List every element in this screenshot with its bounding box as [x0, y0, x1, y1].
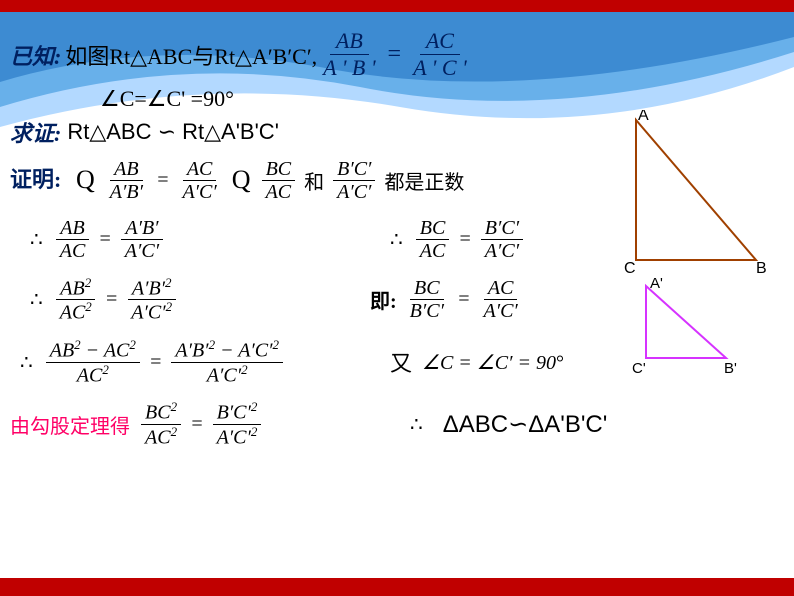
therefore-icon: ∴	[30, 287, 43, 312]
therefore-icon: ∴	[390, 227, 403, 252]
triangle-abc-prime: A' C' B'	[616, 278, 776, 378]
vertex-c-prime: C'	[632, 360, 646, 377]
proof-label: 证明:	[10, 169, 68, 191]
q-symbol1: Q	[76, 165, 95, 195]
triangles-diagram: A C B A' C' B'	[616, 110, 776, 383]
therefore-icon: ∴	[410, 412, 423, 437]
given-label: 已知:	[10, 39, 61, 71]
proof-row5: 由勾股定理得 BC2AC2 = B′C′2A′C′2 ∴ ΔABC∽ΔA'B'C…	[10, 400, 784, 448]
angle-text: ∠C = ∠C′ = 90°	[422, 350, 564, 375]
given-frac1: AB A ' B '	[317, 28, 381, 82]
vertex-b-prime: B'	[724, 360, 737, 377]
vertex-a: A	[638, 110, 649, 124]
pythagoras-label: 由勾股定理得	[10, 410, 130, 439]
prove-text: Rt△ABC ∽ Rt△A'B'C'	[67, 119, 279, 145]
therefore-icon: ∴	[30, 227, 43, 252]
red-bar-top	[0, 0, 794, 12]
given-text1: 如图Rt△ABC与Rt△A′B′C′,	[65, 39, 317, 71]
vertex-b: B	[756, 260, 767, 275]
frac: ABA′B′	[106, 158, 147, 203]
vertex-a-prime: A'	[650, 278, 663, 292]
therefore-icon: ∴	[20, 350, 33, 375]
triangle-abc: A C B	[616, 110, 776, 275]
red-bar-bottom	[0, 578, 794, 596]
conclusion: ΔABC∽ΔA'B'C'	[443, 410, 608, 439]
frac: ACA′C′	[178, 158, 220, 203]
given-frac2: AC A ' C '	[407, 28, 473, 82]
frac: B′C′A′C′	[333, 158, 375, 203]
equals-icon: =	[388, 41, 402, 68]
given-line1: 已知: 如图Rt△ABC与Rt△A′B′C′, AB A ' B ' = AC …	[10, 28, 784, 82]
vertex-c: C	[624, 260, 636, 275]
q-symbol2: Q	[232, 165, 251, 195]
given-line2: ∠C=∠C' =90°	[100, 86, 784, 112]
prove-label: 求证:	[10, 116, 61, 148]
frac: BCAC	[262, 158, 296, 203]
